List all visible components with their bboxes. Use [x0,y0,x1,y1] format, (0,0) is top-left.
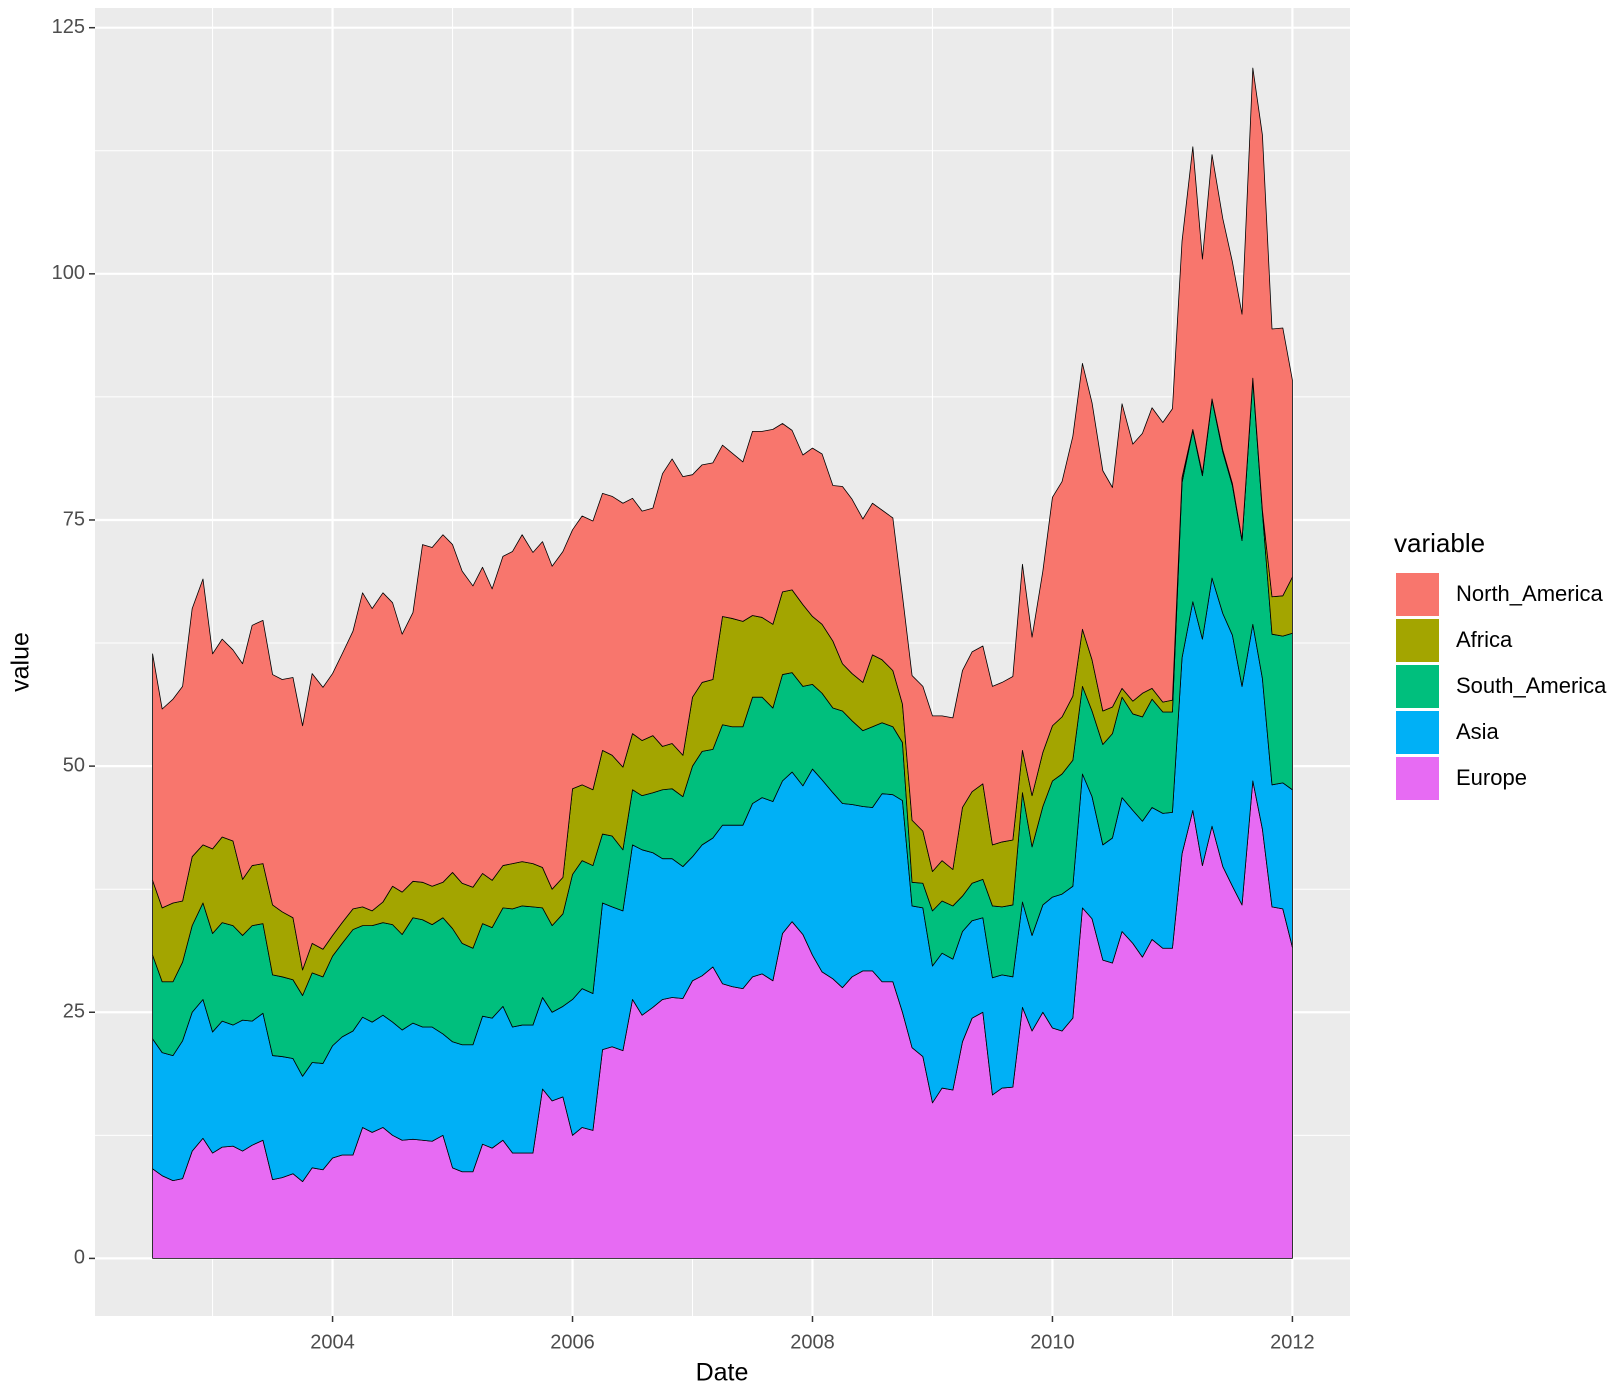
legend-label: South_America [1456,673,1607,698]
y-tick-label: 50 [63,754,85,776]
legend-key [1396,619,1439,662]
legend: North_America Africa South_America Asia Euro… [1396,573,1607,800]
y-tick-label: 0 [74,1247,85,1269]
x-tick-label: 2010 [1030,1331,1075,1353]
axes: 0 25 50 75 100 125 2004 2006 2008 2010 2012 [52,16,1315,1353]
legend-title: variable [1394,528,1485,558]
legend-label: Asia [1456,719,1500,744]
x-axis-title: Date [696,1359,749,1387]
y-tick-label: 100 [52,262,85,284]
legend-key [1396,711,1439,754]
legend-key [1396,665,1439,708]
y-tick-label: 125 [52,16,85,38]
y-axis-title: value [7,632,35,692]
area [152,67,1293,971]
x-tick-label: 2006 [550,1331,595,1353]
y-tick-label: 75 [63,508,85,530]
x-tick-label: 2004 [310,1331,355,1353]
x-tick-label: 2008 [790,1331,835,1353]
y-tick-label: 25 [63,1001,85,1023]
areas [152,67,1293,1259]
legend-key [1396,757,1439,800]
legend-label: North_America [1456,581,1603,606]
legend-label: Africa [1456,627,1513,652]
legend-label: Europe [1456,765,1527,790]
legend-key [1396,573,1439,616]
x-tick-label: 2012 [1270,1331,1315,1353]
